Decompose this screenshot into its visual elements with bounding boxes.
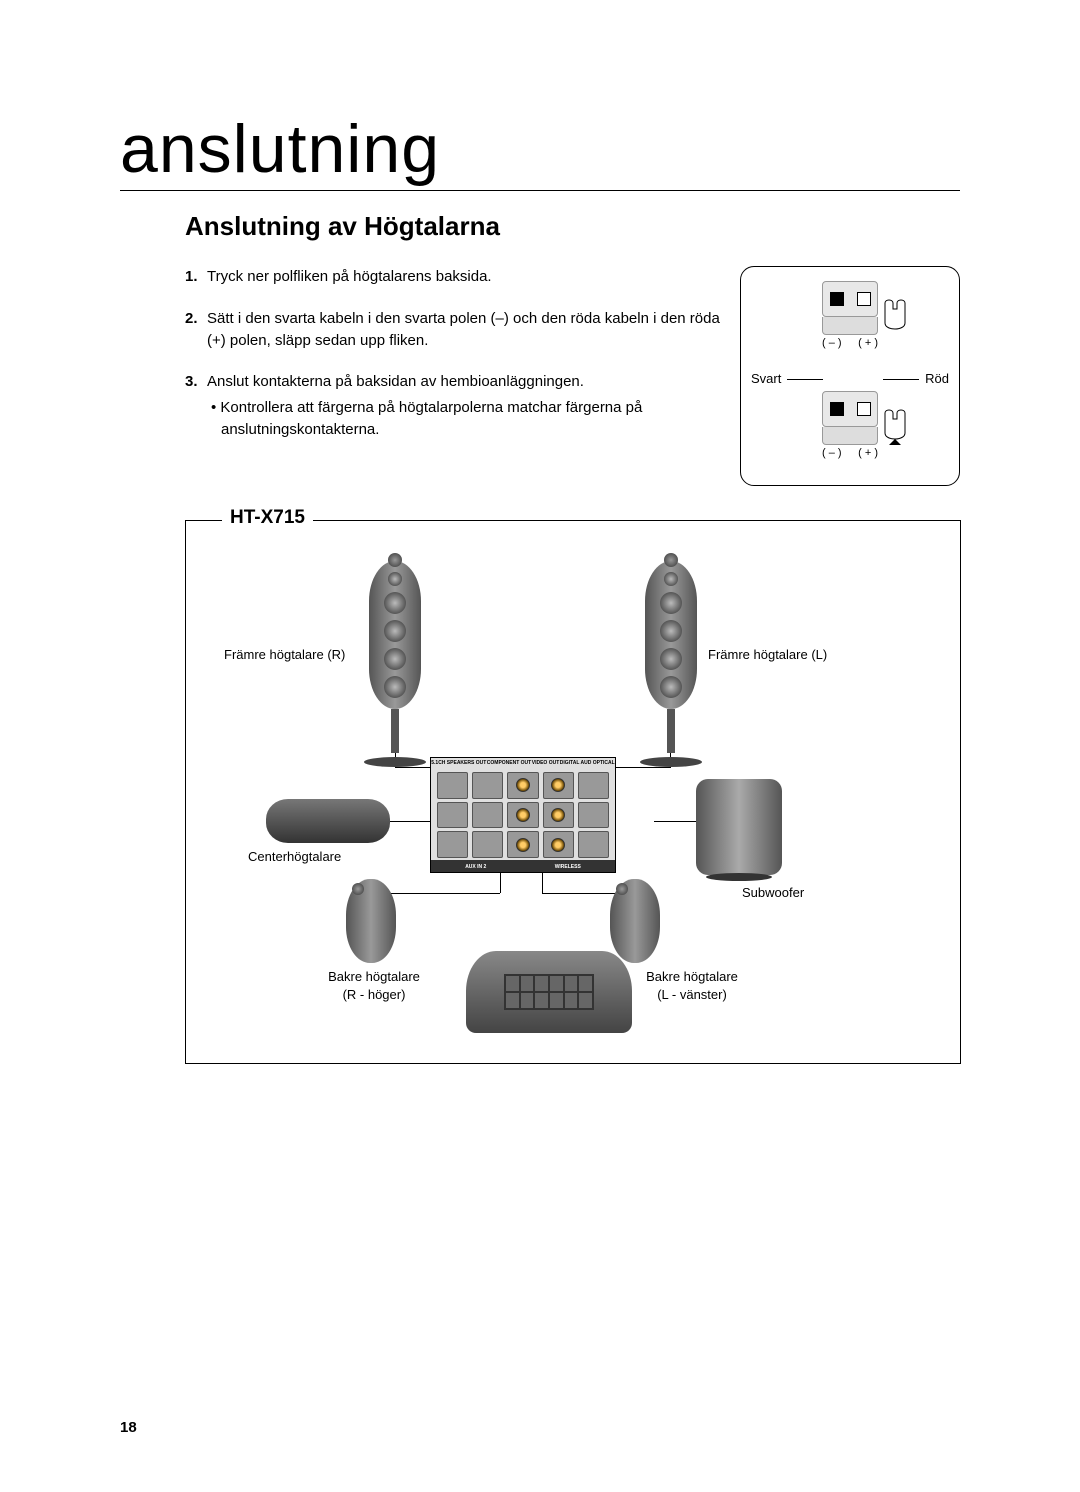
black-side-label: Svart (751, 371, 781, 386)
terminal-black-icon (830, 292, 844, 306)
step-item: 2. Sätt i den svarta kabeln i den svarta… (185, 308, 720, 352)
front-left-label: Främre högtalare (L) (708, 647, 827, 662)
terminal-bottom-block (822, 391, 878, 427)
step-item: 1. Tryck ner polfliken på högtalarens ba… (185, 266, 720, 288)
panel-label: AUX IN 2 (465, 864, 486, 870)
rear-panel-icon: 5.1CH SPEAKERS OUT COMPONENT OUT VIDEO O… (430, 757, 616, 873)
page-main-title: anslutning (120, 110, 960, 191)
step-item: 3. Anslut kontakterna på baksidan av hem… (185, 371, 720, 440)
rear-right-label-1: Bakre högtalare (324, 969, 424, 984)
minus-label: ( – ) (822, 337, 842, 349)
rear-left-label-2: (L - vänster) (642, 987, 742, 1002)
step-number: 1. (185, 266, 207, 288)
terminal-top-block (822, 281, 878, 317)
hand-insert-icon (879, 405, 913, 445)
hand-press-icon (879, 295, 913, 335)
step-text: Sätt i den svarta kabeln i den svarta po… (207, 308, 720, 352)
section-title: Anslutning av Högtalarna (185, 211, 960, 242)
front-right-label: Främre högtalare (R) (224, 647, 345, 662)
step-number: 2. (185, 308, 207, 352)
subwoofer-label: Subwoofer (742, 885, 804, 900)
panel-label: VIDEO OUT (532, 760, 560, 766)
rear-left-label-1: Bakre högtalare (642, 969, 742, 984)
terminal-black-icon (830, 402, 844, 416)
speaker-layout-diagram: HT-X715 Främre h (185, 520, 961, 1064)
front-right-speaker-icon (364, 561, 426, 769)
step-sub-bullet: • Kontrollera att färgerna på högtalarpo… (207, 397, 720, 441)
front-left-speaker-icon (640, 561, 702, 769)
panel-label: 5.1CH SPEAKERS OUT (431, 760, 486, 766)
rear-left-speaker-icon (610, 879, 660, 963)
terminal-red-icon (857, 292, 871, 306)
step-text: Tryck ner polfliken på högtalarens baksi… (207, 266, 720, 288)
panel-label: DIGITAL AUD OPTICAL (560, 760, 615, 766)
plus-label: ( + ) (858, 447, 878, 459)
plus-label: ( + ) (858, 337, 878, 349)
terminal-red-icon (857, 402, 871, 416)
center-speaker-icon (266, 799, 390, 843)
terminal-diagram: ( – ) ( + ) Svart Röd ( – ) ( + ) (740, 266, 960, 486)
content-row: 1. Tryck ner polfliken på högtalarens ba… (185, 266, 960, 486)
step-text: Anslut kontakterna på baksidan av hembio… (207, 371, 720, 440)
panel-label: WIRELESS (555, 864, 581, 870)
panel-label: COMPONENT OUT (487, 760, 531, 766)
step-number: 3. (185, 371, 207, 440)
steps-list: 1. Tryck ner polfliken på högtalarens ba… (185, 266, 720, 486)
page-number: 18 (120, 1419, 137, 1436)
rear-right-speaker-icon (346, 879, 396, 963)
hdmi-unit-icon (466, 951, 632, 1033)
subwoofer-icon (696, 779, 782, 875)
center-label: Centerhögtalare (248, 849, 341, 864)
rear-right-label-2: (R - höger) (324, 987, 424, 1002)
red-side-label: Röd (925, 371, 949, 386)
minus-label: ( – ) (822, 447, 842, 459)
step-main-text: Anslut kontakterna på baksidan av hembio… (207, 373, 584, 390)
